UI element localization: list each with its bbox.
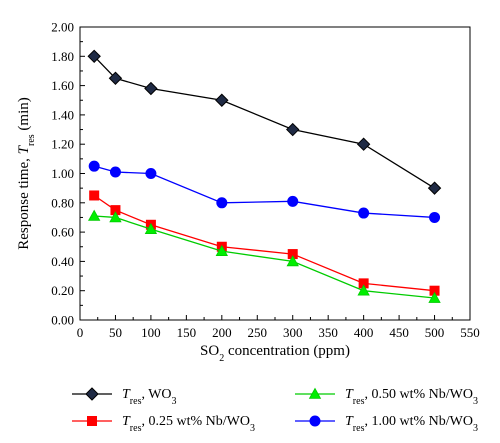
series-line <box>94 165 435 219</box>
x-tick-label: 250 <box>248 325 268 340</box>
series-line <box>93 55 435 189</box>
legend-sub: res <box>130 423 142 434</box>
data-point <box>429 211 441 223</box>
y-tick-label: 1.40 <box>51 107 74 122</box>
y-tick-label: 0.40 <box>51 254 74 269</box>
legend-item: Tres, 1.00 wt% Nb/WO3 <box>295 414 478 434</box>
data-point <box>88 209 101 221</box>
data-point <box>287 195 299 207</box>
legend-text-sub: 3 <box>473 423 478 434</box>
y-tick-label: 0.80 <box>51 195 74 210</box>
x-axis-title: SO2 concentration (ppm) <box>200 343 350 364</box>
legend-text-main: , 0.50 wt% Nb/WO <box>364 387 473 402</box>
data-point <box>357 284 370 296</box>
x-tick-label: 200 <box>212 325 232 340</box>
legend-marker <box>85 387 99 401</box>
legend-sub: res <box>130 396 142 407</box>
x-tick-label: 150 <box>177 325 197 340</box>
series-diamond <box>87 49 442 195</box>
x-tick-label: 0 <box>77 325 84 340</box>
x-tick-label: 50 <box>109 325 122 340</box>
y-tick-label: 2.00 <box>51 20 74 35</box>
y-tick-label: 0.00 <box>51 313 74 328</box>
legend-item: Tres, 0.25 wt% Nb/WO3 <box>72 414 255 434</box>
legend-label: Tres, WO3 <box>122 387 177 407</box>
data-point <box>427 181 442 195</box>
y-axis-title-pre: Response time, <box>16 154 32 249</box>
y-axis-title-var: T <box>16 144 32 154</box>
legend-label: Tres, 0.50 wt% Nb/WO3 <box>345 387 478 407</box>
data-point <box>144 81 158 96</box>
data-point <box>286 255 299 267</box>
data-point <box>89 190 100 201</box>
series-layer <box>87 49 442 303</box>
y-axis-title-sub: res <box>26 134 37 146</box>
y-tick-label: 0.60 <box>51 225 74 240</box>
data-point <box>144 222 158 234</box>
data-point <box>215 93 229 107</box>
x-axis-title-rest: concentration (ppm) <box>224 343 350 359</box>
x-axis-title-main: SO <box>200 343 219 359</box>
legend-text-main: , 0.25 wt% Nb/WO <box>141 414 250 429</box>
legend-label: Tres, 0.25 wt% Nb/WO3 <box>122 414 255 434</box>
x-tick-label: 350 <box>318 325 338 340</box>
legend-text-main: , WO <box>141 387 171 402</box>
data-point <box>145 168 157 179</box>
data-point <box>88 160 100 172</box>
y-tick-label: 1.80 <box>51 49 74 64</box>
y-axis-title: Response time, Tres (min) <box>16 97 37 250</box>
legend-item: Tres, WO3 <box>72 387 177 407</box>
y-tick-label: 1.00 <box>51 166 74 181</box>
y-tick-label: 0.20 <box>51 283 74 298</box>
legend-text-sub: 3 <box>250 423 255 434</box>
legend-text-main: , 1.00 wt% Nb/WO <box>364 414 473 429</box>
y-tick-label: 1.20 <box>51 137 74 152</box>
y-axis-title-post: (min) <box>16 97 32 134</box>
legend-marker <box>309 415 321 427</box>
series-square <box>89 190 440 296</box>
legend-item: Tres, 0.50 wt% Nb/WO3 <box>295 387 478 407</box>
data-point <box>358 207 370 219</box>
legend-sub: res <box>353 396 365 407</box>
series-circle <box>88 160 441 223</box>
legend-text-sub: 3 <box>172 396 177 407</box>
legend-var: T <box>122 387 131 402</box>
legend-var: T <box>345 414 354 429</box>
data-point <box>428 291 441 303</box>
data-point <box>215 244 228 256</box>
data-point <box>286 122 300 137</box>
x-tick-label: 300 <box>283 325 303 340</box>
x-tick-label: 500 <box>425 325 445 340</box>
x-tick-label: 550 <box>460 325 480 340</box>
axes-layer: 0 50 100 150 200 250 300 350 400 450 500 550 0.00 0.2… <box>16 20 480 364</box>
legend-label: Tres, 1.00 wt% Nb/WO3 <box>345 414 478 434</box>
legend-var: T <box>122 414 131 429</box>
legend-text-sub: 3 <box>473 396 478 407</box>
x-tick-label: 100 <box>141 325 161 340</box>
data-point <box>109 211 122 223</box>
data-point <box>108 71 123 85</box>
x-axis-title-sub: 2 <box>219 353 224 364</box>
legend-marker <box>308 387 322 399</box>
data-point <box>356 137 371 151</box>
y-tick-label: 1.60 <box>51 78 74 93</box>
data-point <box>87 49 101 64</box>
data-point <box>216 197 228 209</box>
data-point <box>109 166 121 178</box>
series-triangle <box>88 209 441 303</box>
series-line <box>93 194 435 292</box>
x-tick-label: 400 <box>354 325 374 340</box>
legend-sub: res <box>353 423 365 434</box>
legend-var: T <box>345 387 354 402</box>
x-tick-label: 450 <box>389 325 409 340</box>
legend-marker <box>87 416 97 426</box>
